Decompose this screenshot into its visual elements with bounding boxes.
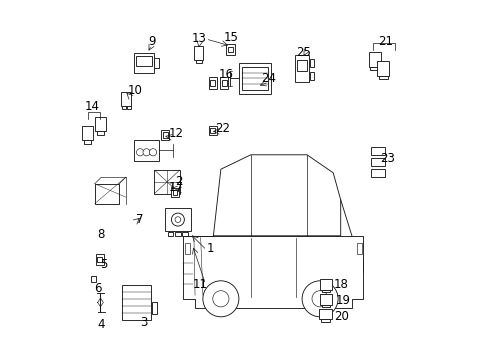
Bar <box>194 46 203 60</box>
Text: 21: 21 <box>378 35 393 48</box>
Bar <box>164 208 190 231</box>
Bar <box>309 59 313 67</box>
Text: 3: 3 <box>140 316 147 329</box>
Bar <box>134 53 153 73</box>
Text: 18: 18 <box>333 278 347 291</box>
Bar <box>134 140 159 161</box>
Bar <box>319 309 332 319</box>
Circle shape <box>311 291 327 307</box>
Text: 14: 14 <box>85 100 100 113</box>
Bar <box>175 232 180 236</box>
Bar <box>122 285 151 320</box>
Bar <box>210 128 215 132</box>
Bar <box>154 170 179 194</box>
Text: 11: 11 <box>192 278 207 291</box>
Bar <box>168 232 173 236</box>
Text: 22: 22 <box>215 122 229 135</box>
Bar <box>127 106 130 109</box>
Bar <box>297 60 306 71</box>
Bar <box>370 158 384 166</box>
Text: 15: 15 <box>224 31 239 44</box>
Circle shape <box>171 213 184 226</box>
Text: 7: 7 <box>136 213 143 226</box>
Bar <box>319 294 331 305</box>
Bar <box>370 169 384 177</box>
Circle shape <box>149 149 156 156</box>
Bar <box>161 130 169 140</box>
Bar <box>378 76 386 79</box>
Bar <box>195 60 202 63</box>
Bar <box>370 147 384 155</box>
Text: 8: 8 <box>98 228 105 240</box>
Bar <box>91 276 96 282</box>
Text: 19: 19 <box>335 294 349 307</box>
Bar <box>171 188 178 197</box>
Text: 5: 5 <box>101 258 108 271</box>
Bar <box>208 126 216 135</box>
Bar <box>321 290 329 292</box>
Text: 2: 2 <box>175 175 183 188</box>
Text: 6: 6 <box>94 282 102 294</box>
Bar <box>151 302 157 314</box>
Bar <box>376 61 388 76</box>
Circle shape <box>136 149 143 156</box>
Bar <box>95 184 119 204</box>
Text: 17: 17 <box>168 181 183 194</box>
Bar <box>136 55 151 67</box>
Circle shape <box>175 217 181 222</box>
Bar <box>95 117 106 131</box>
Bar <box>228 47 233 52</box>
Circle shape <box>203 281 239 317</box>
Bar <box>309 72 313 80</box>
Bar <box>172 190 177 195</box>
Bar <box>83 140 91 144</box>
Bar <box>154 58 158 68</box>
Bar <box>184 243 189 254</box>
Bar <box>97 131 104 135</box>
Bar <box>121 92 131 106</box>
Bar <box>242 67 268 90</box>
Bar <box>369 67 379 70</box>
Bar <box>226 44 235 55</box>
Bar <box>163 132 167 138</box>
Bar <box>368 52 380 67</box>
Bar <box>122 106 125 109</box>
Bar <box>182 232 187 236</box>
Text: 24: 24 <box>261 72 276 85</box>
Text: 12: 12 <box>168 127 183 140</box>
Bar <box>321 319 330 322</box>
Bar <box>321 305 329 307</box>
Bar <box>220 77 228 89</box>
Text: 25: 25 <box>296 46 311 59</box>
Bar <box>82 126 93 140</box>
Bar <box>320 279 331 290</box>
Bar <box>222 80 226 86</box>
Text: 10: 10 <box>127 84 142 96</box>
Text: 23: 23 <box>380 152 395 165</box>
Text: 16: 16 <box>218 68 233 81</box>
Bar <box>295 55 308 82</box>
Circle shape <box>212 291 228 307</box>
Bar <box>239 63 270 94</box>
Bar <box>356 243 361 254</box>
Bar <box>97 256 102 262</box>
Circle shape <box>302 281 337 317</box>
Text: 4: 4 <box>97 318 105 330</box>
Text: 13: 13 <box>192 32 206 45</box>
Text: 1: 1 <box>206 242 214 255</box>
Bar <box>208 77 216 89</box>
Circle shape <box>142 149 150 156</box>
Text: 20: 20 <box>334 310 348 323</box>
Bar <box>210 80 215 86</box>
Bar <box>96 254 103 265</box>
Text: 9: 9 <box>147 35 155 48</box>
